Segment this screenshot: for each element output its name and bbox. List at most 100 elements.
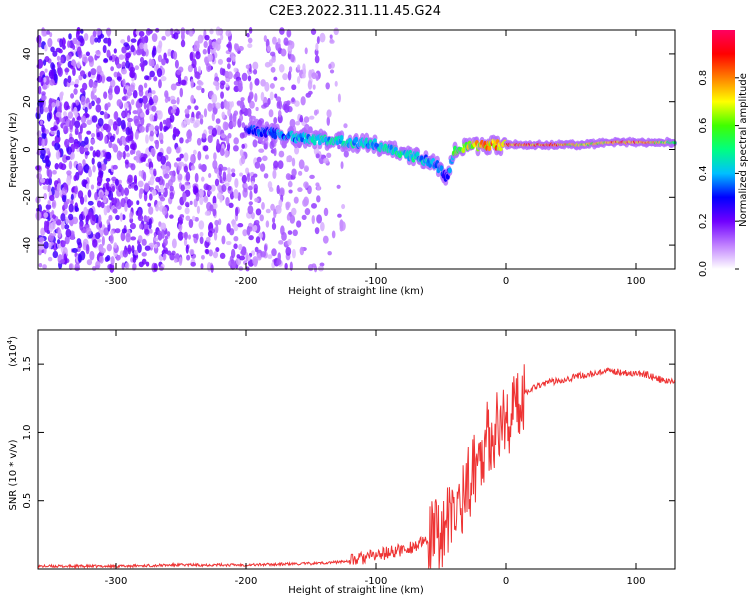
noise-blob [198, 188, 204, 198]
noise-blob [59, 38, 63, 48]
noise-blob [312, 84, 316, 90]
noise-blob [329, 69, 335, 74]
noise-blob [76, 116, 82, 121]
noise-blob [227, 108, 231, 117]
noise-blob [221, 111, 226, 119]
noise-blob [47, 200, 51, 206]
noise-blob [219, 252, 226, 260]
noise-blob [109, 234, 114, 244]
noise-blob [208, 249, 213, 257]
noise-blob [109, 135, 115, 143]
noise-blob [38, 263, 43, 268]
noise-blob [132, 256, 137, 263]
noise-blob [46, 30, 51, 35]
snr-multiplier: (x104) [6, 336, 19, 367]
noise-blob [253, 224, 258, 232]
noise-blob [164, 126, 169, 131]
noise-blob [96, 238, 102, 243]
noise-blob [172, 133, 176, 141]
noise-blob [85, 51, 91, 57]
noise-blob [203, 40, 208, 49]
noise-blob [291, 84, 297, 91]
noise-blob [186, 129, 193, 139]
noise-blob [110, 66, 114, 72]
noise-blob [270, 66, 276, 73]
noise-blob [47, 184, 51, 193]
noise-blob [151, 189, 157, 197]
noise-blob [65, 216, 69, 224]
noise-blob [202, 48, 207, 55]
noise-blob [284, 262, 288, 270]
noise-blob [39, 105, 44, 115]
noise-blob [251, 212, 255, 220]
colorbar-tick-label: 0.6 [698, 118, 709, 134]
noise-blob [316, 195, 321, 203]
noise-blob [116, 99, 123, 107]
noise-blob [67, 111, 74, 119]
noise-blob [278, 63, 285, 73]
noise-blob [104, 135, 108, 144]
noise-blob [166, 231, 171, 237]
noise-blob [57, 67, 63, 77]
noise-blob [236, 254, 241, 259]
noise-blob [43, 107, 50, 113]
noise-blob [114, 228, 121, 234]
noise-blob [283, 103, 290, 113]
noise-blob [271, 222, 277, 230]
noise-blob [151, 33, 158, 43]
noise-blob [287, 31, 292, 37]
noise-blob [292, 229, 298, 237]
noise-blob [90, 184, 95, 190]
noise-blob [309, 174, 315, 179]
noise-blob [133, 174, 138, 184]
noise-blob [154, 125, 160, 131]
noise-blob [205, 184, 212, 191]
noise-blob [170, 83, 177, 91]
noise-blob [79, 88, 85, 93]
noise-blob [287, 230, 293, 235]
noise-blob [239, 255, 246, 261]
noise-blob [79, 133, 83, 143]
noise-blob [270, 203, 275, 211]
noise-blob [197, 66, 202, 75]
noise-blob [269, 91, 274, 101]
noise-blob [207, 230, 213, 238]
noise-blob [41, 28, 47, 37]
signal-core [354, 136, 359, 143]
noise-blob [254, 93, 258, 103]
noise-blob [186, 254, 191, 261]
signal-core [461, 147, 466, 154]
noise-blob [178, 222, 183, 232]
noise-blob [92, 150, 97, 158]
noise-blob [212, 207, 217, 217]
noise-blob [41, 132, 47, 140]
noise-blob [203, 145, 209, 152]
noise-blob [260, 79, 266, 87]
noise-blob [76, 238, 82, 246]
noise-blob [130, 45, 135, 53]
noise-blob [133, 184, 139, 191]
noise-blob [165, 58, 169, 64]
noise-blob [56, 55, 61, 62]
noise-blob [116, 117, 122, 127]
noise-blob [153, 237, 159, 242]
x-tick-label: -100 [365, 576, 388, 587]
noise-blob [232, 55, 236, 63]
noise-blob [190, 165, 196, 171]
y-tick-label: 0.5 [22, 493, 33, 509]
noise-blob [47, 37, 53, 48]
snr-multiplier-base: (x10 [8, 344, 19, 367]
noise-blob [293, 196, 299, 204]
noise-blob [101, 235, 105, 246]
noise-blob [180, 27, 186, 35]
noise-blob [275, 96, 282, 102]
noise-blob [291, 97, 295, 103]
noise-blob [199, 231, 204, 237]
y-tick-label: -40 [22, 237, 33, 253]
snr-frame [37, 329, 676, 570]
noise-blob [158, 79, 162, 89]
noise-blob [255, 236, 261, 244]
noise-blob [53, 189, 60, 199]
noise-blob [285, 173, 291, 181]
